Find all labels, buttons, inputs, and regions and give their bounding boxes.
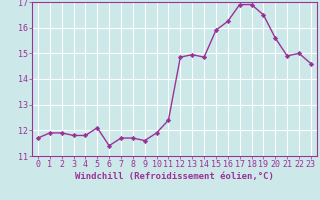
X-axis label: Windchill (Refroidissement éolien,°C): Windchill (Refroidissement éolien,°C): [75, 172, 274, 181]
